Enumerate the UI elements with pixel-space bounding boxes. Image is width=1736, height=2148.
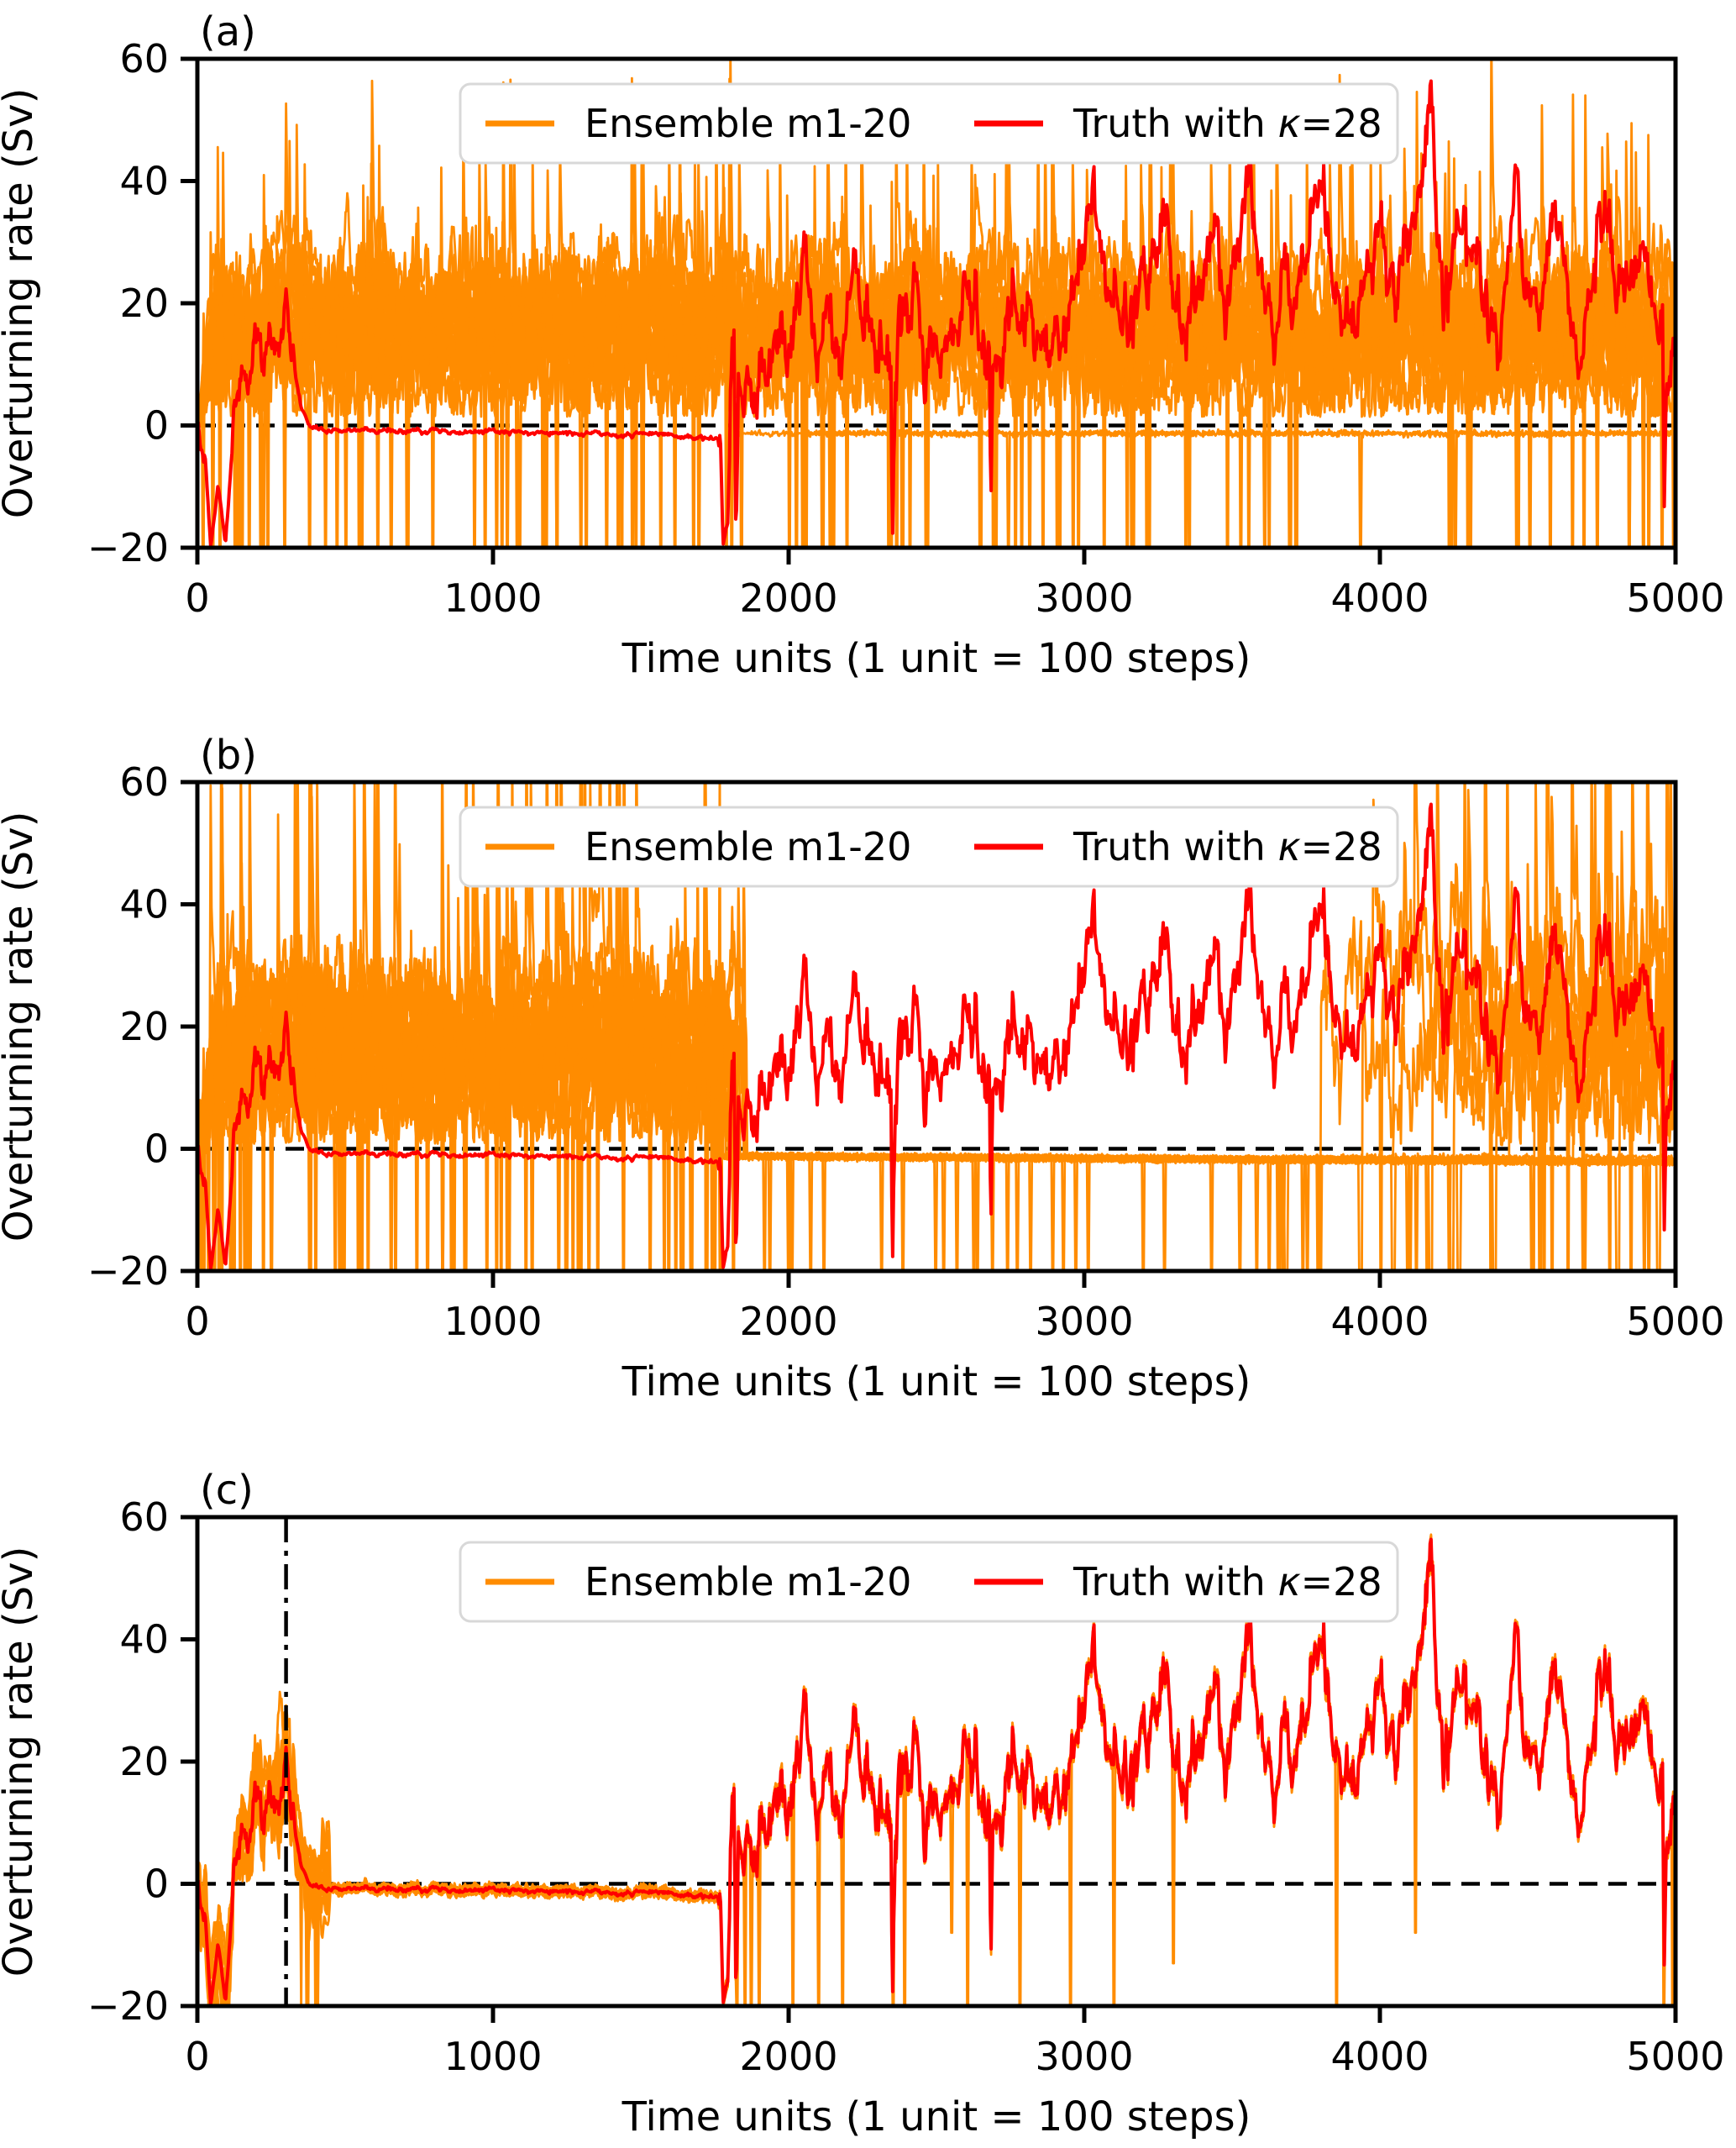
y-tick-label: 40	[119, 882, 169, 927]
legend-ensemble-label: Ensemble m1-20	[585, 824, 911, 869]
y-tick-label: −20	[87, 1983, 169, 2029]
x-axis-label: Time units (1 unit = 100 steps)	[621, 1358, 1251, 1405]
panel-title: (c)	[200, 1467, 254, 1514]
x-tick-label: 4000	[1330, 575, 1429, 621]
y-tick-label: 40	[119, 159, 169, 204]
x-tick-label: 4000	[1330, 1299, 1429, 1344]
legend-box	[459, 82, 1399, 165]
legend-truth-label-kappa: κ	[1277, 101, 1300, 146]
y-axis-label: Overturning rate (Sv)	[0, 1547, 42, 1977]
x-tick-label: 5000	[1626, 1299, 1724, 1344]
x-tick-label: 1000	[443, 575, 542, 621]
x-tick-label: 5000	[1626, 575, 1724, 621]
x-tick-label: 2000	[739, 1299, 837, 1344]
x-tick-label: 1000	[443, 1299, 542, 1344]
truth-line	[197, 802, 1676, 1271]
legend-truth-label-kappa: κ	[1277, 1559, 1300, 1604]
y-tick-label: 20	[119, 281, 169, 326]
x-axis-label: Time units (1 unit = 100 steps)	[621, 2093, 1251, 2140]
y-tick-label: 20	[119, 1004, 169, 1049]
legend-box	[459, 806, 1399, 888]
y-tick-label: 0	[144, 1862, 169, 1907]
legend-ensemble-label: Ensemble m1-20	[585, 101, 911, 146]
y-tick-label: 20	[119, 1739, 169, 1784]
x-tick-label: 2000	[739, 2034, 837, 2079]
x-tick-label: 0	[185, 575, 209, 621]
legend-truth-label: Truth with κ=28	[1073, 1559, 1382, 1604]
y-axis-label: Overturning rate (Sv)	[0, 811, 42, 1242]
ensemble-member-line	[197, 192, 1676, 548]
truth-line	[197, 1537, 1676, 2006]
x-tick-label: 3000	[1035, 575, 1133, 621]
y-tick-label: 60	[119, 36, 169, 81]
y-tick-label: 60	[119, 1494, 169, 1540]
legend-truth-label: Truth with κ=28	[1073, 101, 1382, 146]
ensemble-member-line	[197, 796, 1676, 1271]
legend: Ensemble m1-20 Truth with κ=28	[459, 1541, 1399, 1623]
panel-title: (b)	[200, 732, 257, 779]
y-tick-label: 60	[119, 759, 169, 805]
x-tick-label: 0	[185, 1299, 209, 1344]
x-tick-label: 3000	[1035, 1299, 1133, 1344]
legend-truth-label-prefix: Truth with	[1073, 1559, 1277, 1604]
legend-truth-label-suffix: =28	[1301, 824, 1382, 869]
ensemble-lines-group	[197, 782, 1676, 1271]
truth-line	[197, 79, 1676, 548]
x-tick-label: 2000	[739, 575, 837, 621]
y-tick-label: 0	[144, 1127, 169, 1172]
y-tick-label: −20	[87, 525, 169, 570]
panel-c: 0 1000 2000 3000 4000 5000 60 40 20 0 −20 Time unit…	[0, 1467, 1725, 2140]
legend-truth-label-suffix: =28	[1301, 1559, 1382, 1604]
panel-title: (a)	[200, 8, 256, 55]
legend-truth-label-prefix: Truth with	[1073, 824, 1277, 869]
legend-truth-label-suffix: =28	[1301, 101, 1382, 146]
legend-ensemble-label: Ensemble m1-20	[585, 1559, 911, 1604]
legend: Ensemble m1-20 Truth with κ=28	[459, 806, 1399, 888]
x-tick-label: 4000	[1330, 2034, 1429, 2079]
x-tick-label: 5000	[1626, 2034, 1724, 2079]
legend-box	[459, 1541, 1399, 1623]
legend-truth-label-prefix: Truth with	[1073, 101, 1277, 146]
y-axis-label: Overturning rate (Sv)	[0, 88, 42, 519]
x-tick-label: 1000	[443, 2034, 542, 2079]
legend: Ensemble m1-20 Truth with κ=28	[459, 82, 1399, 165]
panel-b: 0 1000 2000 3000 4000 5000 60 40 20 0 −20 Time unit…	[0, 732, 1725, 1405]
legend-truth-label: Truth with κ=28	[1073, 824, 1382, 869]
y-tick-label: 40	[119, 1617, 169, 1662]
legend-truth-label-kappa: κ	[1277, 824, 1300, 869]
panel-a: 0 1000 2000 3000 4000 5000 60 40 20 0 −20 Time unit…	[0, 8, 1725, 682]
y-tick-label: −20	[87, 1248, 169, 1294]
y-tick-label: 0	[144, 403, 169, 449]
ensemble-member-line	[197, 139, 1676, 548]
x-axis-label: Time units (1 unit = 100 steps)	[621, 635, 1251, 682]
x-tick-label: 0	[185, 2034, 209, 2079]
x-tick-label: 3000	[1035, 2034, 1133, 2079]
